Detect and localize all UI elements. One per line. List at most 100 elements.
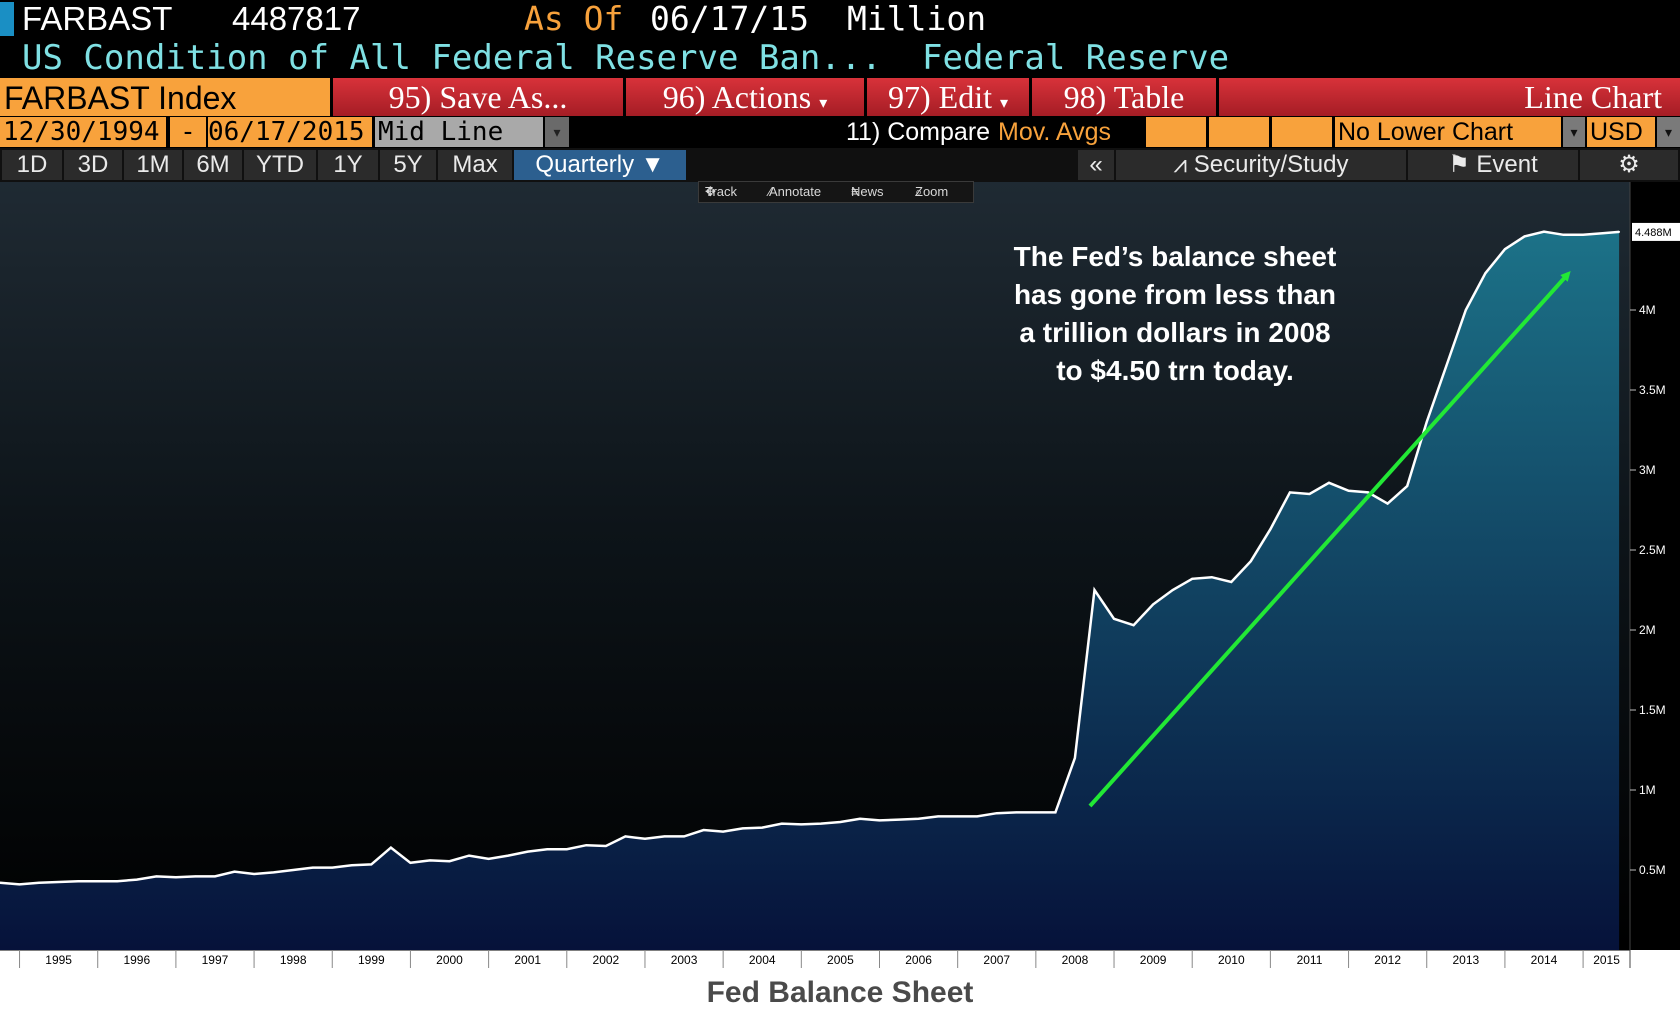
line-mode-select[interactable]: Mid Line: [375, 117, 543, 147]
data-point: [1347, 489, 1350, 492]
data-point: [1034, 811, 1037, 814]
study-slot-2[interactable]: [1209, 117, 1269, 147]
y-axis-panel: [1630, 182, 1680, 950]
data-point: [937, 815, 940, 818]
data-point: [995, 812, 998, 815]
security-study-button[interactable]: ⩘ Security/Study: [1116, 150, 1406, 180]
last-value-marker: 4.488M: [1632, 222, 1680, 241]
data-point: [1582, 233, 1585, 236]
data-point: [213, 875, 216, 878]
ticker: FARBAST: [22, 0, 173, 37]
period-3d[interactable]: 3D: [64, 150, 122, 180]
data-point: [389, 846, 392, 849]
data-point: [38, 881, 41, 884]
security-header: FARBAST 4487817 As Of 06/17/15 Million: [0, 0, 1680, 38]
data-point: [1618, 230, 1621, 233]
x-tick-label: 1996: [123, 953, 150, 967]
start-date-input[interactable]: 12/30/1994: [0, 117, 166, 147]
y-tick-label: 3M: [1639, 463, 1656, 477]
data-point: [702, 829, 705, 831]
data-point: [194, 875, 197, 878]
currency-select[interactable]: USD: [1587, 117, 1655, 147]
frequency-select[interactable]: Quarterly ▼: [514, 150, 686, 180]
collapse-button[interactable]: «: [1078, 150, 1114, 180]
data-point: [468, 854, 471, 857]
data-point: [1230, 581, 1233, 583]
data-point: [1073, 757, 1076, 759]
period-6m[interactable]: 6M: [184, 150, 242, 180]
chevron-down-icon[interactable]: ▾: [1563, 117, 1585, 147]
data-source: Federal Reserve: [922, 38, 1230, 78]
chevron-down-icon[interactable]: ▾: [1657, 117, 1680, 147]
triangle-down-icon: ▼: [640, 151, 665, 178]
y-tick-label: 1.5M: [1639, 703, 1666, 717]
data-point: [1132, 624, 1135, 627]
compare-button[interactable]: 11) Compare: [846, 118, 991, 146]
security-description-row: US Condition of All Federal Reserve Ban.…: [0, 38, 1680, 78]
data-point: [1562, 233, 1565, 236]
data-point: [741, 827, 744, 830]
chevron-down-icon[interactable]: ▾: [545, 117, 569, 147]
x-tick-label: 2011: [1297, 953, 1323, 967]
data-point: [1543, 230, 1546, 233]
data-point: [311, 866, 314, 869]
data-point: [780, 822, 783, 825]
data-point: [1113, 617, 1116, 620]
data-point: [546, 848, 549, 851]
period-1d[interactable]: 1D: [2, 150, 62, 180]
data-point: [1152, 603, 1155, 606]
index-field[interactable]: FARBAST Index: [0, 78, 330, 116]
data-point: [1269, 528, 1272, 531]
table-button[interactable]: 98) Table: [1032, 78, 1216, 116]
period-1m[interactable]: 1M: [124, 150, 182, 180]
data-point: [1367, 491, 1370, 494]
data-point: [1171, 589, 1174, 591]
data-point: [1191, 577, 1194, 580]
period-max[interactable]: Max: [438, 150, 512, 180]
last-value-label: 4.488M: [1635, 227, 1672, 239]
data-point: [350, 864, 353, 867]
period-ytd[interactable]: YTD: [244, 150, 316, 180]
chart-view-label[interactable]: Line Chart: [1219, 78, 1680, 116]
period-5y[interactable]: 5Y: [380, 150, 436, 180]
data-point: [526, 850, 529, 853]
data-point: [858, 817, 861, 820]
y-tick-label: 2M: [1639, 623, 1656, 637]
data-point: [898, 818, 901, 821]
area-fill: [0, 231, 1620, 951]
news-label: News: [851, 184, 884, 199]
edit-menu[interactable]: 97) Edit ▾: [867, 78, 1029, 116]
selection-marker: [0, 2, 14, 36]
gear-icon[interactable]: ⚙: [1580, 150, 1678, 180]
news-icon: ≡: [851, 184, 859, 199]
end-date-input[interactable]: 06/17/2015: [208, 117, 372, 147]
x-tick-label: 1997: [202, 953, 229, 967]
data-point: [800, 823, 803, 826]
magnifier-icon: ⌕: [915, 184, 923, 199]
x-tick-label: 2000: [436, 953, 463, 967]
period-1y[interactable]: 1Y: [318, 150, 378, 180]
data-point: [976, 815, 979, 818]
study-slot-3[interactable]: [1272, 117, 1332, 147]
save-as-button[interactable]: 95) Save As...: [333, 78, 623, 116]
data-point: [507, 854, 510, 857]
event-button[interactable]: ⚑ Event: [1408, 150, 1578, 180]
data-point: [155, 875, 158, 878]
data-point: [917, 817, 920, 820]
data-point: [96, 880, 99, 883]
data-point: [135, 878, 138, 881]
x-tick-label: 2005: [827, 953, 854, 967]
study-slot-1[interactable]: [1146, 117, 1206, 147]
y-tick-label: 3.5M: [1639, 383, 1666, 397]
data-point: [1288, 491, 1291, 494]
lower-chart-select[interactable]: No Lower Chart: [1335, 117, 1561, 147]
actions-menu[interactable]: 96) Actions ▾: [626, 78, 864, 116]
data-point: [1249, 560, 1252, 563]
moving-averages-button[interactable]: Mov. Avgs: [998, 118, 1112, 146]
x-tick-label: 1998: [280, 953, 307, 967]
data-point: [1054, 811, 1057, 814]
track-label: Track: [705, 184, 738, 199]
trend-arrow: [1088, 271, 1571, 808]
data-point: [683, 835, 686, 838]
menu-bar: FARBAST Index 95) Save As... 96) Actions…: [0, 78, 1680, 116]
